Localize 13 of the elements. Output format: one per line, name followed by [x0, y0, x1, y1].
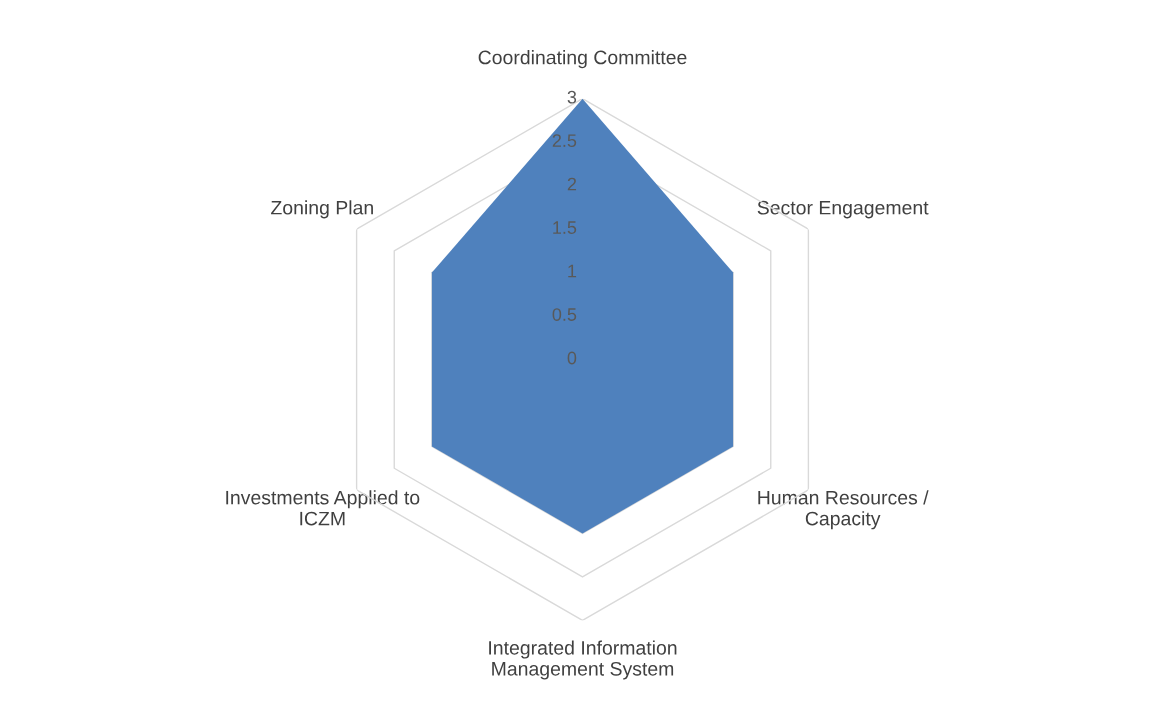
spoke-label: Investments Applied to ICZM: [226, 490, 420, 526]
spoke-label: Integrated Information Management System: [489, 640, 677, 680]
y-tick-label: 2.5: [552, 134, 577, 148]
y-tick-label: 0.5: [552, 308, 577, 321]
y-tick-label: 3: [567, 90, 577, 104]
y-tick-label: 0: [567, 351, 577, 365]
spoke-label: Coordinating Committee: [478, 50, 687, 69]
y-tick-label: 1: [568, 264, 577, 278]
spoke-label: Human Resources / Capacity: [758, 490, 929, 530]
y-tick-label: 1.5: [553, 221, 577, 234]
spoke-label: Zoning Plan: [271, 200, 373, 219]
spoke-label: Sector Engagement: [757, 200, 929, 219]
y-tick-label: 2: [567, 177, 577, 191]
